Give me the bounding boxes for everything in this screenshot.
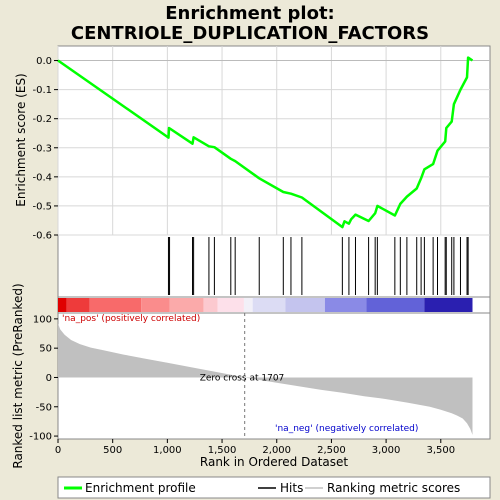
x-tick-label-2: 1,000 <box>153 445 182 456</box>
colorbar-segment-1 <box>66 298 90 312</box>
colorbar-segment-8 <box>252 298 286 312</box>
ranking-metric-area <box>58 323 473 435</box>
zero-cross-label: Zero cross at 1707 <box>200 373 285 383</box>
colorbar-segment-0 <box>58 298 67 312</box>
axes-ticks: 0.0-0.1-0.2-0.3-0.4-0.5-0.6100500-50-100… <box>29 56 455 456</box>
colorbar-segment-2 <box>89 298 142 312</box>
es-tick-label-6: -0.6 <box>32 231 52 242</box>
es-curve <box>57 56 474 229</box>
es-panel <box>57 45 491 236</box>
x-tick-label-4: 2,000 <box>262 445 291 456</box>
es-tick-label-4: -0.4 <box>32 172 52 183</box>
es-y-axis-label: Enrichment score (ES) <box>14 73 28 206</box>
rank-tick-label-2: 0 <box>46 373 52 384</box>
es-tick-label-2: -0.2 <box>32 114 52 125</box>
x-tick-label-7: 3,500 <box>426 445 455 456</box>
colorbar-segment-5 <box>203 298 218 312</box>
colorbar-segment-7 <box>243 298 253 312</box>
es-gridlines <box>57 46 490 236</box>
colorbar-segment-3 <box>141 298 170 312</box>
rank-tick-label-4: -100 <box>29 432 52 443</box>
neg-correlated-label: 'na_neg' (negatively correlated) <box>275 424 418 434</box>
rank-tick-label-1: 50 <box>39 344 52 355</box>
x-tick-label-0: 0 <box>55 445 61 456</box>
ranking-metric-group <box>58 313 473 439</box>
rank-tick-label-0: 100 <box>33 314 52 325</box>
x-tick-label-1: 500 <box>103 445 122 456</box>
colorbar-segment-4 <box>169 298 204 312</box>
es-tick-label-5: -0.5 <box>32 201 52 212</box>
colorbar <box>58 298 473 312</box>
colorbar-segment-11 <box>366 298 425 312</box>
chart-title-line2: CENTRIOLE_DUPLICATION_FACTORS <box>71 23 429 44</box>
hits-group <box>167 237 469 295</box>
colorbar-segment-10 <box>324 298 367 312</box>
x-tick-label-5: 2,500 <box>317 445 346 456</box>
legend-es-label: Enrichment profile <box>85 481 196 495</box>
colorbar-segment-12 <box>424 298 473 312</box>
colorbar-segment-9 <box>285 298 325 312</box>
x-axis-label: Rank in Ordered Dataset <box>200 455 348 469</box>
es-tick-label-0: 0.0 <box>36 56 52 67</box>
legend-hits-label: Hits <box>280 481 303 495</box>
rank-tick-label-3: -50 <box>36 402 52 413</box>
es-tick-label-3: -0.3 <box>32 143 52 154</box>
pos-correlated-label: 'na_pos' (positively correlated) <box>62 314 200 324</box>
hits-panel <box>57 234 491 298</box>
x-tick-label-6: 3,000 <box>372 445 401 456</box>
colorbar-segment-6 <box>217 298 244 312</box>
es-curve-group <box>57 56 474 229</box>
chart-title-line1: Enrichment plot: <box>165 3 335 24</box>
x-tick-label-3: 1,500 <box>208 445 237 456</box>
legend-metric-label: Ranking metric scores <box>327 481 460 495</box>
es-tick-label-1: -0.1 <box>32 85 52 96</box>
rank-y-axis-label: Ranked list metric (PreRanked) <box>11 283 25 468</box>
